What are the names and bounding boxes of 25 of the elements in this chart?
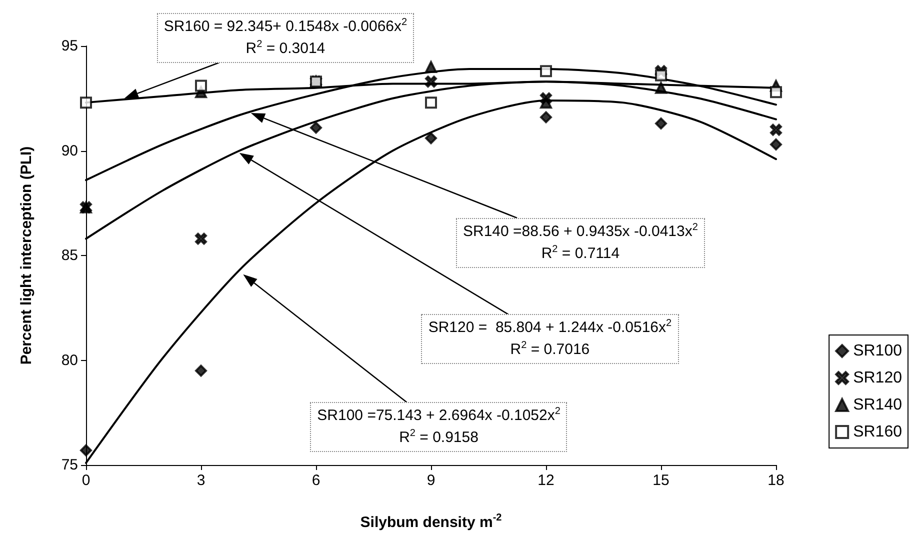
x-tick-label: 3: [196, 472, 206, 489]
y-tick-label: 90: [61, 142, 78, 160]
y-tick-label: 80: [61, 352, 78, 369]
annotation: R$^{2}$ = 0.9158: [398, 427, 480, 448]
annotation: R$^{2}$ = 0.7114: [540, 242, 621, 264]
x-tick-label: 6: [312, 472, 320, 489]
annotation: SR120 = 85.804 + 1.244x -0.0516x$^{2}$: [428, 317, 672, 338]
annotation: R$^{2}$ = 0.3014: [244, 38, 326, 59]
x-tick-label: 9: [426, 472, 436, 489]
legend-label: SR100: [853, 342, 902, 360]
annotation: SR140 =88.56 + 0.9435x -0.0413x$^{2}$: [463, 220, 698, 242]
x-tick-label: 18: [768, 472, 784, 489]
x-tick-label: 15: [652, 472, 670, 489]
legend-label: SR120: [853, 370, 902, 386]
legend-label: SR140: [853, 396, 902, 414]
legend-label: SR160: [853, 424, 902, 440]
annotation: R$^{2}$ = 0.7016: [509, 339, 591, 360]
x-tick-label: 0: [82, 472, 90, 489]
y-tick-label: 75: [61, 456, 78, 474]
y-axis-title: Percent light interception (PLI): [18, 146, 35, 365]
text: SR160 = 92.345+ 0.1548x -0.0066x$^{2}$: [164, 16, 408, 37]
y-tick-label: 95: [61, 38, 78, 54]
annotation: SR100 =75.143 + 2.6964x -0.1052x$^{2}$: [317, 405, 560, 426]
x-tick-label: 12: [538, 472, 554, 489]
y-tick-label: 85: [61, 247, 78, 264]
